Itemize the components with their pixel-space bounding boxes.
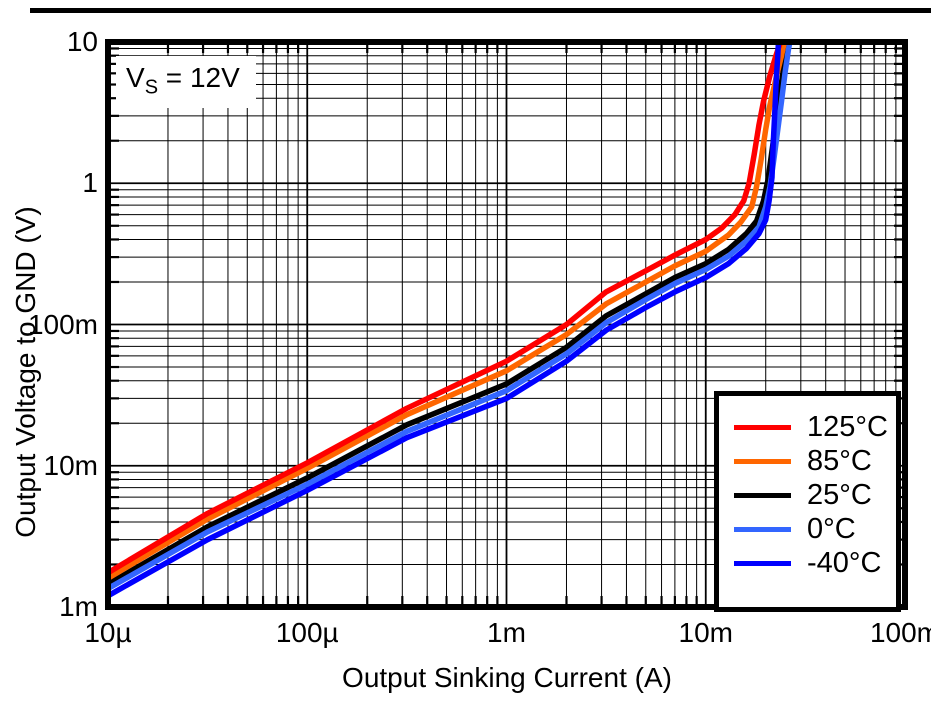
legend-item: 25°C — [719, 478, 896, 512]
condition-annotation: VS = 12V — [116, 56, 256, 108]
legend-line-swatch — [734, 492, 791, 498]
legend-item: 85°C — [719, 444, 896, 478]
y-tick-label: 1m — [59, 591, 98, 622]
legend-item: 125°C — [719, 410, 896, 444]
y-axis-title: Output Voltage to GND (V) — [10, 206, 41, 538]
curve-85C — [108, 42, 788, 581]
y-tick-label: 10 — [66, 26, 98, 57]
x-tick-label: 10m — [678, 617, 733, 648]
legend-label: 0°C — [807, 513, 856, 545]
legend: 125°C 85°C 25°C 0°C -40°C — [714, 391, 901, 612]
x-axis-title: Output Sinking Current (A) — [342, 662, 672, 693]
legend-label: 125°C — [807, 411, 888, 443]
y-tick-label: 100m — [27, 308, 98, 340]
x-tick-label: 100µ — [275, 617, 339, 648]
y-tick-label: 10m — [43, 449, 98, 481]
plot-border — [105, 39, 908, 610]
x-tick-label: 1m — [487, 617, 526, 648]
curve-125C — [108, 42, 784, 576]
curve-0C — [108, 42, 793, 591]
legend-label: 85°C — [807, 445, 872, 477]
x-tick-label: 10µ — [84, 617, 132, 648]
annotation-rest: = 12V — [158, 62, 240, 93]
curve--40C — [108, 42, 782, 599]
legend-line-swatch — [734, 424, 791, 430]
legend-item: -40°C — [719, 546, 896, 580]
legend-line-swatch — [734, 560, 791, 566]
x-tick-label: 100m — [869, 617, 931, 648]
legend-label: -40°C — [807, 547, 882, 579]
y-tick-label: 1 — [82, 167, 98, 199]
legend-line-swatch — [734, 526, 791, 532]
annotation-subscript: S — [144, 76, 159, 99]
legend-line-swatch — [734, 458, 791, 464]
annotation-var: V — [126, 62, 145, 93]
legend-item: 0°C — [719, 512, 896, 546]
top-rule-line — [30, 8, 931, 13]
legend-label: 25°C — [807, 479, 872, 511]
